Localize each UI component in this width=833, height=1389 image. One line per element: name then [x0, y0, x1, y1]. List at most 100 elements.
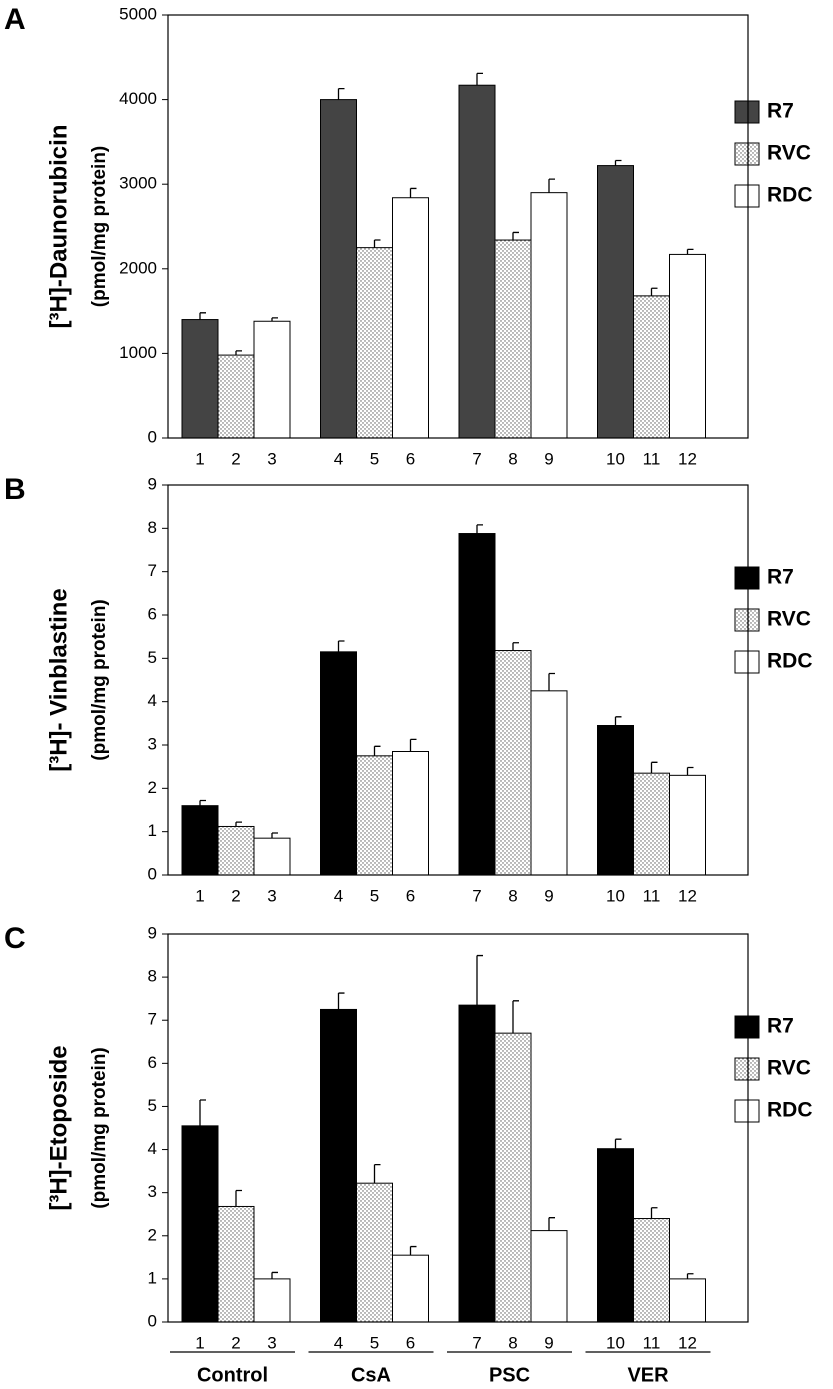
error-bar — [614, 159, 622, 166]
y-tick-label: 5 — [148, 648, 157, 667]
bar — [253, 320, 291, 439]
y-tick-label: 6 — [148, 604, 157, 623]
x-tick-label: 5 — [370, 886, 379, 905]
x-tick-label: 9 — [544, 1333, 553, 1352]
panel-label: C — [4, 922, 26, 955]
legend-label: R7 — [767, 1015, 794, 1038]
x-tick-label: 12 — [678, 449, 697, 468]
error-bar — [650, 287, 658, 296]
x-tick-label: 11 — [643, 886, 661, 905]
x-tick-label: 4 — [334, 449, 343, 468]
error-bar — [271, 1271, 278, 1279]
x-tick-label: 10 — [606, 449, 625, 468]
y-tick-label: 2000 — [119, 258, 157, 277]
bar — [181, 319, 219, 439]
y-tick-label: 9 — [148, 923, 157, 942]
x-tick-label: 9 — [544, 449, 553, 468]
y-tick-label: 7 — [148, 1010, 157, 1029]
y-axis-label: [³H]-Etoposide — [45, 1045, 72, 1210]
bar — [597, 165, 634, 439]
bar — [320, 651, 357, 876]
bar — [669, 774, 706, 876]
y-tick-label: 0 — [148, 427, 157, 446]
group-label: PSC — [489, 1364, 530, 1386]
x-tick-label: 8 — [508, 449, 517, 468]
bar — [320, 1008, 357, 1323]
error-bar — [614, 716, 622, 726]
panel-label: A — [4, 3, 26, 36]
x-tick-label: 10 — [606, 886, 625, 905]
error-bar — [271, 832, 278, 839]
y-tick-label: 0 — [148, 864, 157, 883]
x-tick-label: 5 — [370, 449, 379, 468]
error-bar — [373, 745, 381, 756]
x-tick-label: 3 — [267, 449, 276, 468]
bar — [669, 1278, 706, 1323]
bar — [217, 354, 255, 439]
bar — [458, 533, 496, 876]
error-bar — [199, 1099, 206, 1126]
x-tick-label: 1 — [195, 886, 204, 905]
legend-label: RVC — [767, 1057, 811, 1080]
error-bar — [337, 640, 345, 652]
y-tick-label: 8 — [148, 967, 157, 986]
x-tick-label: 7 — [472, 886, 481, 905]
bar — [392, 751, 429, 876]
y-tick-label: 5 — [148, 1096, 157, 1115]
error-bar — [686, 766, 694, 776]
y-tick-label: 3 — [148, 734, 157, 753]
bar — [253, 837, 291, 876]
y-tick-label: 4 — [148, 691, 157, 710]
bar — [253, 1278, 291, 1323]
bar — [217, 825, 255, 876]
error-bar — [373, 239, 381, 248]
x-tick-label: 3 — [267, 886, 276, 905]
y-tick-label: 2 — [148, 778, 157, 797]
x-tick-label: 4 — [334, 1333, 343, 1352]
x-tick-label: 6 — [406, 449, 415, 468]
legend-swatch — [734, 566, 760, 590]
error-bar — [199, 799, 206, 806]
legend-swatch — [734, 1099, 760, 1123]
legend-swatch — [734, 1057, 760, 1081]
x-tick-label: 6 — [406, 1333, 415, 1352]
error-bar — [476, 954, 483, 1006]
error-bar — [337, 992, 345, 1010]
y-tick-label: 8 — [148, 518, 157, 537]
group-label: CsA — [351, 1364, 391, 1386]
legend-label: RDC — [767, 1099, 813, 1122]
y-axis-unit: (pmol/mg protein) — [89, 146, 110, 307]
bar — [320, 99, 357, 439]
error-bar — [548, 1217, 555, 1231]
error-bar — [409, 738, 417, 752]
error-bar — [512, 1000, 519, 1034]
error-bar — [650, 761, 658, 774]
x-tick-label: 12 — [678, 886, 697, 905]
error-bar — [235, 350, 242, 356]
legend-swatch — [734, 100, 760, 124]
group-label: Control — [197, 1364, 268, 1386]
x-tick-label: 2 — [231, 449, 240, 468]
bar — [530, 192, 568, 439]
x-tick-label: 11 — [643, 1333, 661, 1352]
y-tick-label: 1 — [148, 1268, 157, 1287]
legend-swatch — [734, 650, 760, 674]
y-tick-label: 4 — [148, 1139, 157, 1158]
error-bar — [373, 1163, 381, 1184]
legend-swatch — [734, 608, 760, 632]
panel-label: B — [4, 473, 26, 506]
error-bar — [650, 1207, 658, 1219]
bar — [633, 1218, 670, 1323]
y-axis-unit: (pmol/mg protein) — [89, 1047, 110, 1208]
y-axis-label: [³H]- Vinblastine — [45, 588, 72, 772]
error-bar — [512, 642, 519, 651]
legend-label: RDC — [767, 184, 813, 207]
bar — [392, 197, 429, 439]
group-label: VER — [627, 1364, 669, 1386]
legend-swatch — [734, 1015, 760, 1039]
bar — [458, 84, 496, 439]
bar — [181, 805, 219, 876]
x-tick-label: 7 — [472, 449, 481, 468]
error-bar — [614, 1138, 622, 1149]
